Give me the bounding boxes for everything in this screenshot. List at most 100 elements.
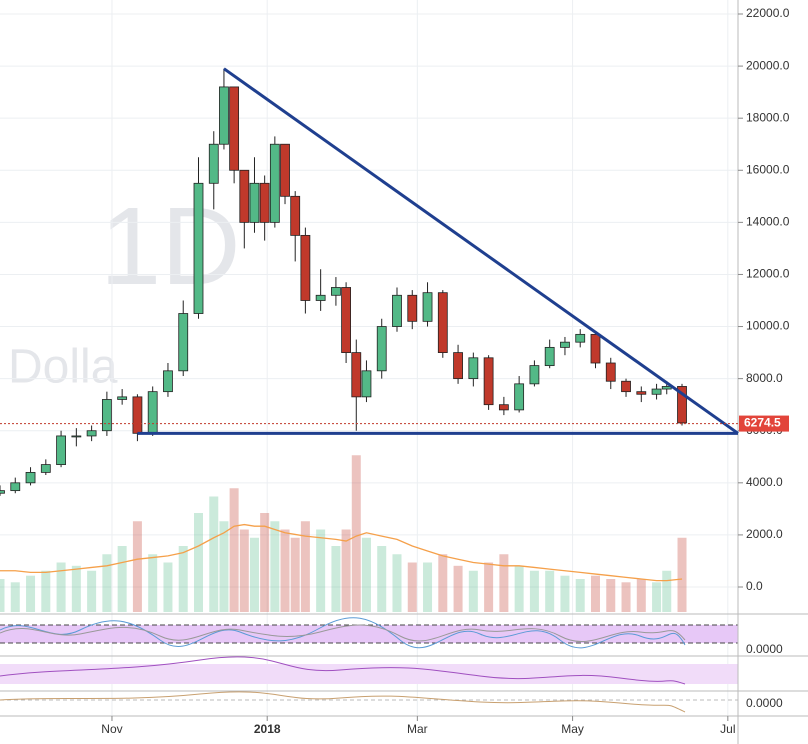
candle-body bbox=[208, 143, 219, 184]
candle-body bbox=[376, 326, 387, 372]
volume-bar bbox=[621, 582, 631, 612]
y-tick-label: 18000.0 bbox=[746, 110, 790, 124]
y-tick-label: 2000.0 bbox=[746, 527, 783, 541]
volume-bar bbox=[249, 537, 259, 612]
candle-body bbox=[147, 391, 158, 434]
volume-ma bbox=[0, 523, 683, 582]
indicator-line bbox=[0, 656, 686, 685]
candle-body bbox=[677, 386, 687, 424]
volume-bar bbox=[662, 570, 672, 612]
candle-body bbox=[651, 388, 662, 395]
y-tick-label: 8000.0 bbox=[746, 371, 783, 385]
watermark: Dolla bbox=[8, 341, 118, 394]
volume-bar bbox=[87, 570, 97, 612]
candle-body bbox=[341, 287, 351, 353]
candle-body bbox=[269, 143, 280, 223]
volume-bar bbox=[71, 565, 81, 612]
volume-bar bbox=[229, 488, 239, 612]
volume-bar bbox=[148, 554, 158, 612]
volume-bar bbox=[392, 554, 402, 612]
y-tick-label: 4000.0 bbox=[746, 475, 783, 489]
y-tick-label: 22000.0 bbox=[746, 6, 790, 20]
candle-body bbox=[86, 430, 97, 437]
volume-bar bbox=[117, 546, 127, 612]
volume-bar bbox=[132, 521, 142, 612]
candle-body bbox=[132, 396, 143, 434]
candle-body bbox=[229, 86, 240, 171]
candle-body bbox=[636, 391, 647, 395]
volume-bar bbox=[163, 562, 173, 612]
volume-bar bbox=[453, 565, 463, 612]
candle-body bbox=[407, 294, 418, 322]
volume-bar bbox=[636, 579, 646, 612]
candle-body bbox=[117, 396, 128, 400]
candle-body bbox=[544, 346, 555, 367]
volume-bar bbox=[300, 521, 310, 612]
volume-bar bbox=[260, 513, 270, 612]
x-tick-label: 2018 bbox=[254, 722, 281, 736]
volume-bar bbox=[26, 575, 36, 612]
y-tick-label: 16000.0 bbox=[746, 162, 790, 176]
last-price-label: 6274.5 bbox=[744, 416, 781, 430]
candle-body bbox=[483, 357, 494, 406]
volume-bar bbox=[499, 554, 509, 612]
candle-body bbox=[163, 370, 173, 393]
volume-bar bbox=[219, 521, 229, 612]
y-tick-label: 0.0 bbox=[746, 579, 763, 593]
volume-bar bbox=[468, 570, 478, 612]
y-tick-label: 14000.0 bbox=[746, 215, 790, 229]
x-tick-label: Mar bbox=[407, 722, 428, 736]
volume-bar bbox=[102, 554, 112, 612]
candle-body bbox=[0, 490, 5, 494]
volume-bar bbox=[652, 582, 662, 612]
x-tick-label: Jul bbox=[720, 722, 735, 736]
last-price-box bbox=[739, 415, 789, 432]
volume-bar bbox=[10, 582, 20, 612]
indicator-line bbox=[0, 691, 686, 713]
candle-body bbox=[498, 404, 509, 411]
candle-body bbox=[300, 234, 311, 301]
candle-body bbox=[315, 294, 326, 301]
candle-body bbox=[280, 143, 290, 197]
volume-bar bbox=[351, 455, 361, 612]
candle-body bbox=[453, 352, 463, 380]
candle-body bbox=[621, 380, 631, 393]
volume-bar bbox=[193, 513, 203, 612]
candle-body bbox=[249, 182, 260, 223]
volume-bar bbox=[41, 570, 51, 612]
y-tick-label: 20000.0 bbox=[746, 58, 790, 72]
x-tick-label: Nov bbox=[101, 722, 122, 736]
volume-bar bbox=[270, 521, 280, 612]
candle-body bbox=[437, 292, 448, 353]
candle-body bbox=[392, 294, 402, 327]
y-tick-label: 10000.0 bbox=[746, 319, 790, 333]
candle-body bbox=[25, 471, 36, 484]
volume-bar bbox=[484, 562, 494, 612]
volume-bar bbox=[560, 575, 570, 612]
volume-bar bbox=[606, 579, 616, 612]
volume-bar bbox=[239, 529, 249, 612]
trend-line bbox=[223, 67, 739, 435]
candle-body bbox=[590, 333, 601, 364]
indicator-band bbox=[0, 625, 738, 643]
volume-bar bbox=[56, 562, 66, 612]
volume-bar bbox=[341, 529, 351, 612]
candle-body bbox=[605, 362, 616, 382]
indicator-label: 0.0000 bbox=[746, 696, 783, 710]
candle-body bbox=[290, 195, 301, 236]
volume-bar bbox=[423, 562, 433, 612]
volume-bar bbox=[590, 575, 600, 612]
candle-body bbox=[575, 333, 586, 343]
y-tick-label: 12000.0 bbox=[746, 267, 790, 281]
watermark: 1D bbox=[100, 185, 241, 308]
volume-bar bbox=[514, 565, 524, 612]
candle-body bbox=[239, 169, 250, 223]
indicator-line bbox=[0, 624, 686, 642]
x-tick-label: May bbox=[561, 722, 584, 736]
candle-body bbox=[351, 352, 362, 398]
candle-body bbox=[560, 341, 570, 348]
volume-bar bbox=[361, 537, 371, 612]
candle-body bbox=[468, 357, 479, 380]
candle-body bbox=[331, 287, 341, 296]
